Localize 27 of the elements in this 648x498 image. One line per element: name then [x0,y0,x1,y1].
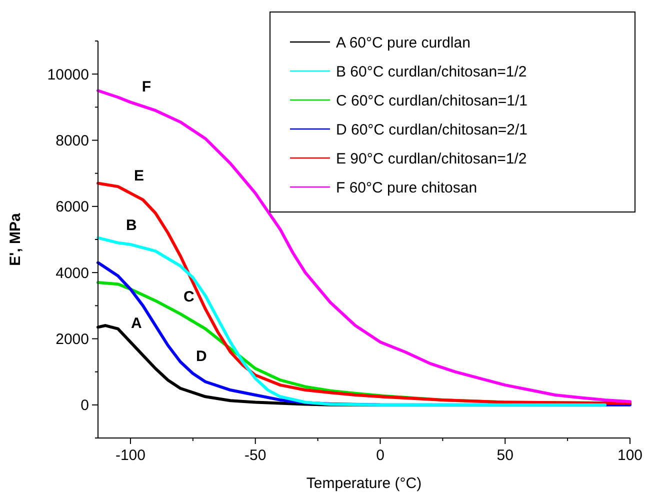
line-series [96,236,607,406]
x-axis-title: Temperature (°C) [306,475,422,492]
x-tick-label: 50 [496,447,514,464]
y-tick-label: 4000 [56,264,89,282]
x-tick-label: -100 [115,447,146,464]
legend-label: F 60°C pure chitosan [336,179,478,196]
y-tick-label: 2000 [56,331,89,348]
annotation: E [134,168,144,185]
annotation: A [131,315,142,332]
legend-label: D 60°C curdlan/chitosan=2/1 [336,121,528,138]
annotation: C [184,288,194,306]
line-series [96,182,632,405]
y-tick-label: 10000 [47,66,89,84]
legend-label: A 60°C pure curdlan [336,34,470,52]
legend-label: E 90°C curdlan/chitosan=1/2 [336,150,527,168]
annotation: F [142,78,152,96]
x-tick-label: 100 [617,447,643,464]
legend-label: C 60°C curdlan/chitosan=1/1 [336,92,528,110]
legend-label: B 60°C curdlan/chitosan=1/2 [336,63,527,80]
x-tick-label: 0 [376,447,384,464]
y-tick-label: 0 [80,397,89,414]
annotation: B [126,216,138,234]
y-tick-label: 6000 [56,198,89,216]
x-tick-label: -50 [244,447,266,464]
y-tick-label: 8000 [56,132,89,150]
y-axis-title: E', MPa [7,212,24,266]
annotation: D [196,348,207,366]
